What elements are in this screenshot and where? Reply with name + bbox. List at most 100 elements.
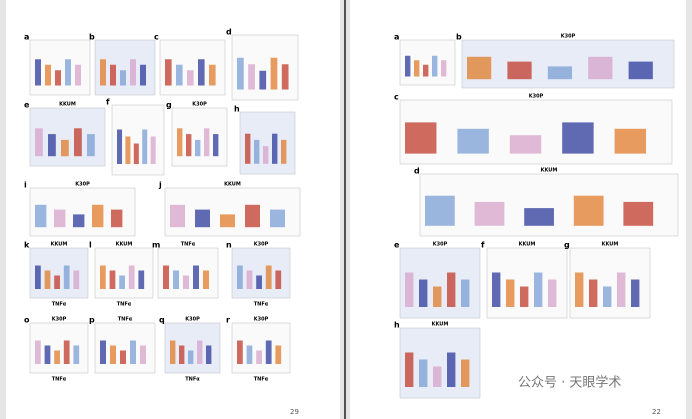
panel-graphic (133, 143, 139, 164)
panel-label: a (394, 33, 399, 42)
panel-label: g (166, 101, 172, 110)
panel-title: K30P (561, 34, 576, 40)
panel-graphic (109, 270, 116, 289)
panel-graphic (195, 139, 201, 157)
panel-graphic (461, 359, 470, 387)
panel-graphic (534, 272, 543, 307)
panel-graphic (562, 122, 594, 154)
panel-graphic (179, 345, 185, 364)
panel-graphic (506, 279, 515, 307)
panel-graphic (206, 345, 212, 364)
panel-graphic (457, 128, 489, 154)
panel-label: j (158, 181, 162, 190)
page-number: 22 (652, 408, 661, 416)
panel-graphic (176, 64, 183, 86)
panel-label: h (234, 105, 240, 114)
panel-title: KKUM (432, 322, 449, 328)
panel-graphic (188, 350, 194, 364)
panel-graphic (509, 135, 542, 154)
panel-label: b (89, 33, 95, 42)
panel-graphic (177, 128, 183, 157)
panel-graphic (100, 265, 106, 289)
panel-graphic (573, 195, 604, 226)
panel-graphic (61, 139, 69, 157)
panel-title: KKUM (51, 242, 68, 248)
panel-graphic (44, 270, 51, 289)
panel-graphic (128, 265, 135, 289)
panel-label: a (24, 33, 29, 42)
panel-graphic (270, 209, 285, 228)
panel-graphic (35, 204, 47, 228)
panel-label: e (24, 101, 30, 110)
panel-title: K30P (254, 242, 269, 248)
panel-graphic (254, 139, 260, 164)
panel-graphic (165, 59, 172, 86)
panel-title: TNFα (118, 317, 133, 323)
panel-graphic (432, 55, 438, 77)
panel-graphic (628, 61, 653, 80)
panel-graphic (197, 340, 203, 364)
panel-graphic (520, 286, 529, 307)
panel-graphic (44, 345, 51, 364)
panel-graphic (405, 352, 414, 387)
panel-graphic (272, 133, 278, 164)
panel-graphic (425, 195, 455, 226)
panel-graphic (120, 70, 126, 86)
panel-graphic (54, 350, 60, 364)
panel-graphic (75, 64, 81, 86)
panel-label: h (394, 321, 400, 330)
panel-graphic (110, 345, 116, 364)
panel-graphic (419, 279, 428, 307)
panel-graphic (467, 56, 492, 80)
panel-graphic (111, 209, 123, 228)
panel-graphic (35, 340, 41, 364)
panel-xlabel: TNFα (185, 377, 200, 383)
panel-graphic (548, 279, 557, 307)
panel-graphic (45, 64, 51, 86)
panel-graphic (405, 122, 437, 154)
panel-graphic (256, 350, 262, 364)
panel-label: q (159, 316, 165, 325)
panel-graphic (245, 133, 251, 164)
panel-graphic (209, 64, 216, 86)
panel-title: KKUM (116, 242, 133, 248)
panel-title: K30P (433, 242, 448, 248)
panel-graphic (130, 59, 136, 86)
panel-graphic (198, 59, 205, 86)
panel-title: KKUM (59, 102, 76, 108)
panel-label: g (564, 241, 570, 250)
panel-graphic (414, 60, 420, 77)
panel-graphic (246, 270, 253, 289)
panel-title: K30P (192, 102, 207, 108)
panel-graphic (492, 272, 501, 307)
panel-label: n (226, 241, 232, 250)
panel-label: c (154, 33, 159, 42)
panel-graphic (423, 64, 429, 77)
panel-graphic (195, 209, 210, 228)
panel-graphic (237, 265, 243, 289)
panel-graphic (461, 279, 470, 307)
panel-label: m (152, 241, 160, 250)
panel-graphic (138, 270, 145, 289)
panel-graphic (617, 272, 626, 307)
panel-title: KKUM (224, 182, 241, 188)
panel-title: KKUM (541, 168, 558, 174)
panel-graphic (73, 270, 80, 289)
panel-label: r (226, 316, 230, 325)
panel-title: K30P (254, 317, 269, 323)
panel-title: K30P (75, 182, 90, 188)
panel-graphic (447, 272, 456, 307)
panel-graphic (614, 128, 647, 154)
panel-graphic (507, 61, 532, 80)
panel-graphic (589, 279, 598, 307)
panel-graphic (173, 270, 179, 289)
panel-graphic (474, 201, 505, 226)
panel-graphic (433, 286, 442, 307)
panel-graphic (237, 57, 244, 90)
panel-label: i (24, 181, 27, 190)
panel-graphic (256, 275, 262, 289)
panel-graphic (547, 66, 573, 80)
panel-graphic (35, 128, 43, 157)
panel-graphic (220, 214, 235, 228)
